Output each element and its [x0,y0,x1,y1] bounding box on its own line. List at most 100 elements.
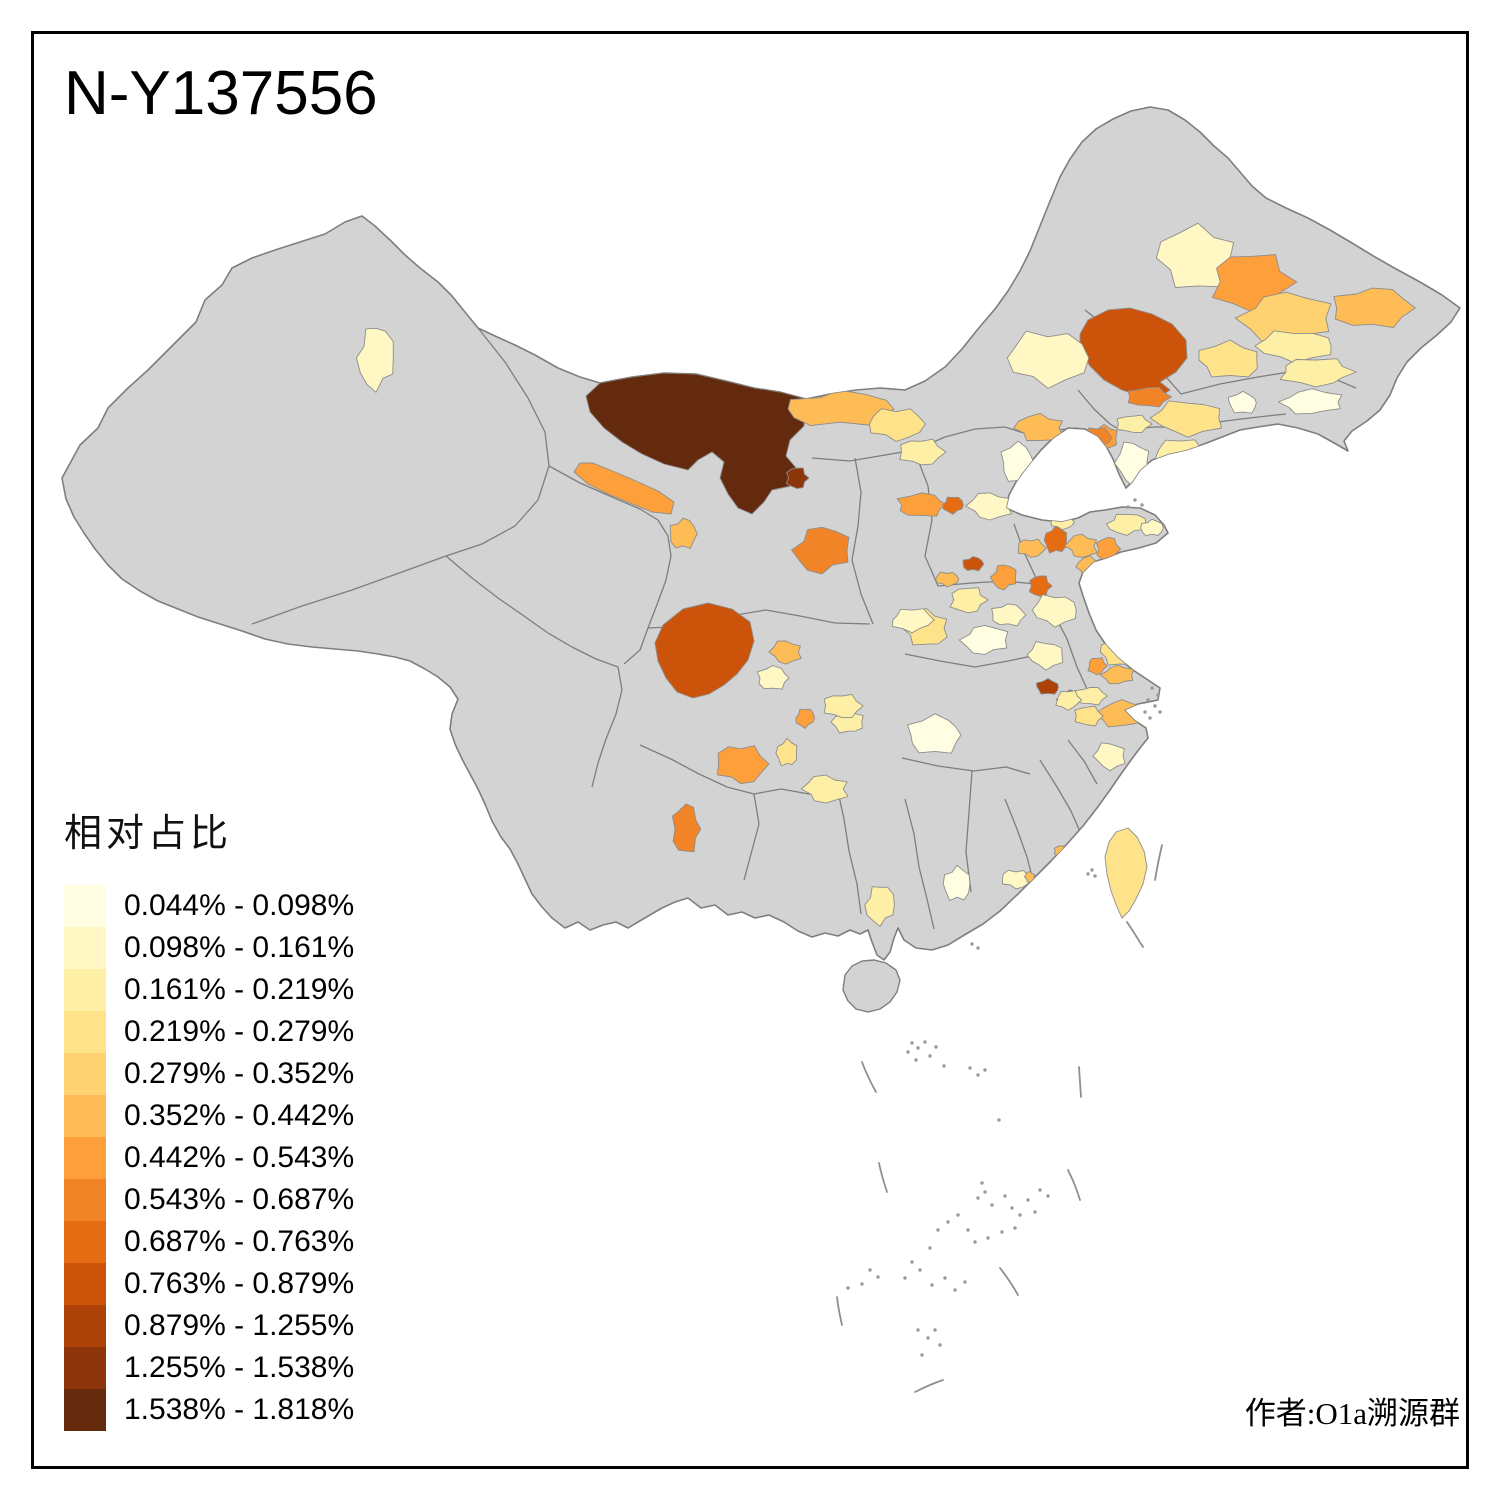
islet-dot [1033,1210,1037,1214]
islet-dot [934,1045,938,1049]
islet-dot [1003,1194,1007,1198]
map-region-weihai [1140,518,1164,537]
islet-dot [1086,872,1090,876]
map-region-weifang [1064,533,1098,558]
islet-dot [943,1276,947,1280]
map-region-jinan [1017,538,1047,558]
map-region-hohhot [868,408,926,442]
islet-dot [1013,1226,1017,1230]
island-regions [1104,827,1148,919]
map-region-taiwan [1104,827,1148,919]
islet-dot [933,1328,937,1332]
legend-item-1: 0.044% - 0.098% [64,885,354,927]
plot-border [31,31,1469,1469]
islet-dot [973,1240,977,1244]
map-region-shenyang [1227,390,1257,414]
map-region-bayannur [787,389,895,427]
legend-range-label: 0.352% - 0.442% [124,1099,355,1132]
islet-dot [928,1054,932,1058]
islet-dot [1153,704,1157,708]
map-region-xining [669,517,698,549]
nine-dash-line [836,844,1163,1393]
islet-dot [1133,498,1137,502]
islet-dot [1038,1188,1042,1192]
map-region-jiangsu-north [1031,594,1077,628]
legend-title: 相对占比 [64,813,233,855]
legend-item-4: 0.219% - 0.279% [64,1011,354,1053]
islet-dot [946,1220,950,1224]
map-region-chengdu [756,665,790,690]
map-region-henan-south [958,624,1009,655]
legend-item-5: 0.279% - 0.352% [64,1053,354,1095]
map-region-yantai [1105,513,1147,536]
legend-item-12: 1.255% - 1.538% [64,1347,354,1389]
page-title: N-Y137556 [64,59,378,128]
islet-dot [1140,503,1144,507]
legend-range-label: 1.255% - 1.538% [124,1351,355,1384]
islet-dot [1046,1194,1050,1198]
map-region-jinzhou [1116,414,1153,434]
legend-swatch [64,1347,106,1389]
map-region-zhejiang-south [1092,742,1126,772]
map-region-aba [654,602,755,699]
islet-dot [1018,1213,1022,1217]
islet-dot [1150,686,1154,690]
map-region-hefei [1026,641,1064,671]
islet-dot [910,1041,914,1045]
legend-swatch [64,927,106,969]
map-region-zunyi [800,774,849,804]
map-region-wuxi [1074,705,1104,727]
islet-dot [910,1260,914,1264]
legend-item-10: 0.763% - 0.879% [64,1263,354,1305]
islet-dot [1093,874,1097,878]
legend-item-8: 0.543% - 0.687% [64,1179,354,1221]
legend-range-label: 0.279% - 0.352% [124,1057,355,1090]
map-region-shijiazhuang [965,492,1013,521]
south-china-sea-islets [846,498,1162,1357]
islet-dot [1158,710,1162,714]
legend-swatch [64,1221,106,1263]
legend-range-label: 0.442% - 0.543% [124,1141,355,1174]
map-region-yanbian [1279,358,1357,388]
map-region-hexi-corridor [573,462,675,515]
islet-dot [860,1282,864,1286]
islet-dot [930,1283,934,1287]
map-region-wuhu [1055,690,1083,711]
islet-dot [966,1228,970,1232]
islet-dot [868,1268,872,1272]
legend-swatch [64,969,106,1011]
map-region-liangshan [716,745,770,785]
islet-dot [906,1050,910,1054]
map-region-karamay [355,327,394,393]
legend-range-label: 0.044% - 0.098% [124,889,355,922]
legend-item-9: 0.687% - 0.763% [64,1221,354,1263]
islet-dot [918,1268,922,1272]
islet-dot [1126,505,1130,509]
legend-swatch [64,1137,106,1179]
map-region-neijiang [795,708,816,729]
map-region-alxa [585,372,807,515]
legend-swatch [64,1263,106,1305]
islet-dot [938,1343,942,1347]
map-region-yulin-guangxi [864,886,895,927]
islet-dot [903,1276,907,1280]
map-region-nantong [1099,664,1135,685]
islet-dot [1146,698,1150,702]
map-region-siping [1149,400,1223,438]
map-region-datong [899,438,947,466]
legend-range-label: 0.098% - 0.161% [124,931,355,964]
islet-dot [920,1353,924,1357]
map-region-luoyang [935,571,960,588]
legend-range-label: 1.538% - 1.818% [124,1393,355,1426]
legend-item-11: 0.879% - 1.255% [64,1305,354,1347]
islet-dot [1156,693,1160,697]
map-region-chaoshan [1002,869,1033,890]
legend-swatch [64,1179,106,1221]
islet-dot [968,1066,972,1070]
islet-dot [942,1064,946,1068]
map-region-wuhan [907,713,962,754]
map-region-mianyang [768,640,802,665]
map-region-yangzhou [1087,657,1108,676]
islet-dot [916,1328,920,1332]
